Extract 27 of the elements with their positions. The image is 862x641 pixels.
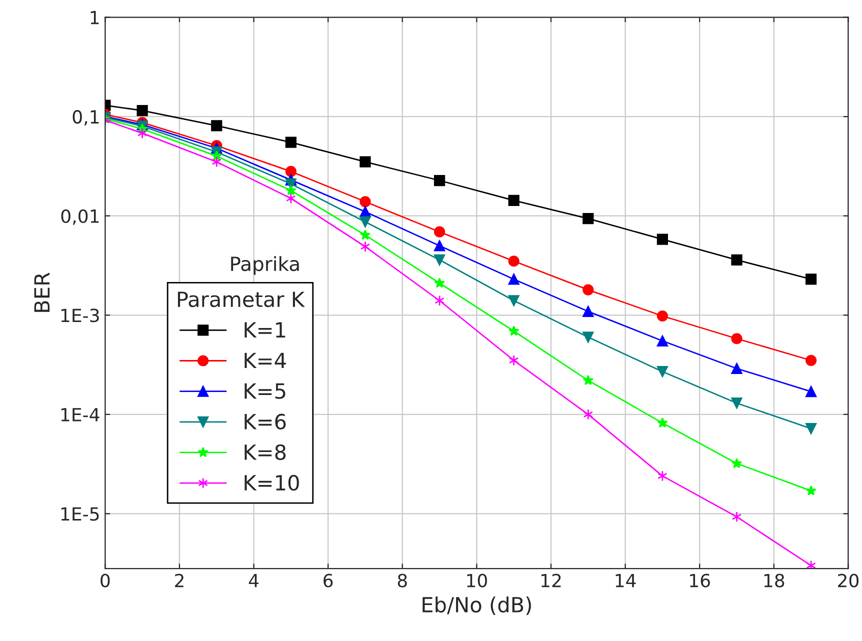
legend-label: K=1 (244, 322, 286, 338)
y-tick-label: 1E-3 (61, 308, 99, 322)
x-tick-label: 2 (175, 574, 184, 588)
legend-label: K=8 (244, 444, 286, 460)
legend-title: Parametar K (178, 292, 305, 308)
annotation: Paprika (231, 256, 299, 275)
x-tick-label: 20 (838, 574, 858, 588)
legend-label: K=4 (244, 352, 286, 368)
y-axis-title: BER (34, 272, 50, 312)
x-tick-label: 6 (324, 574, 333, 588)
y-tick-label: 1E-5 (61, 507, 99, 521)
x-tick-label: 16 (690, 574, 710, 588)
legend-label: K=5 (244, 383, 286, 399)
x-tick-label: 8 (398, 574, 407, 588)
y-tick-label: 1 (90, 11, 99, 24)
x-tick-label: 0 (100, 574, 110, 588)
y-tick-label: 0,01 (61, 209, 99, 225)
y-tick-label: 0,1 (72, 110, 99, 126)
x-tick-label: 4 (248, 574, 259, 588)
legend-label: K=10 (244, 474, 299, 491)
x-tick-label: 18 (764, 574, 784, 588)
y-tick-label: 1E-4 (61, 408, 100, 422)
x-axis-title: Eb/No (dB) (422, 596, 531, 616)
legend-label: K=6 (244, 414, 286, 430)
x-tick-label: 10 (467, 574, 487, 588)
x-tick-label: 12 (541, 574, 561, 588)
x-tick-label: 14 (616, 574, 636, 588)
